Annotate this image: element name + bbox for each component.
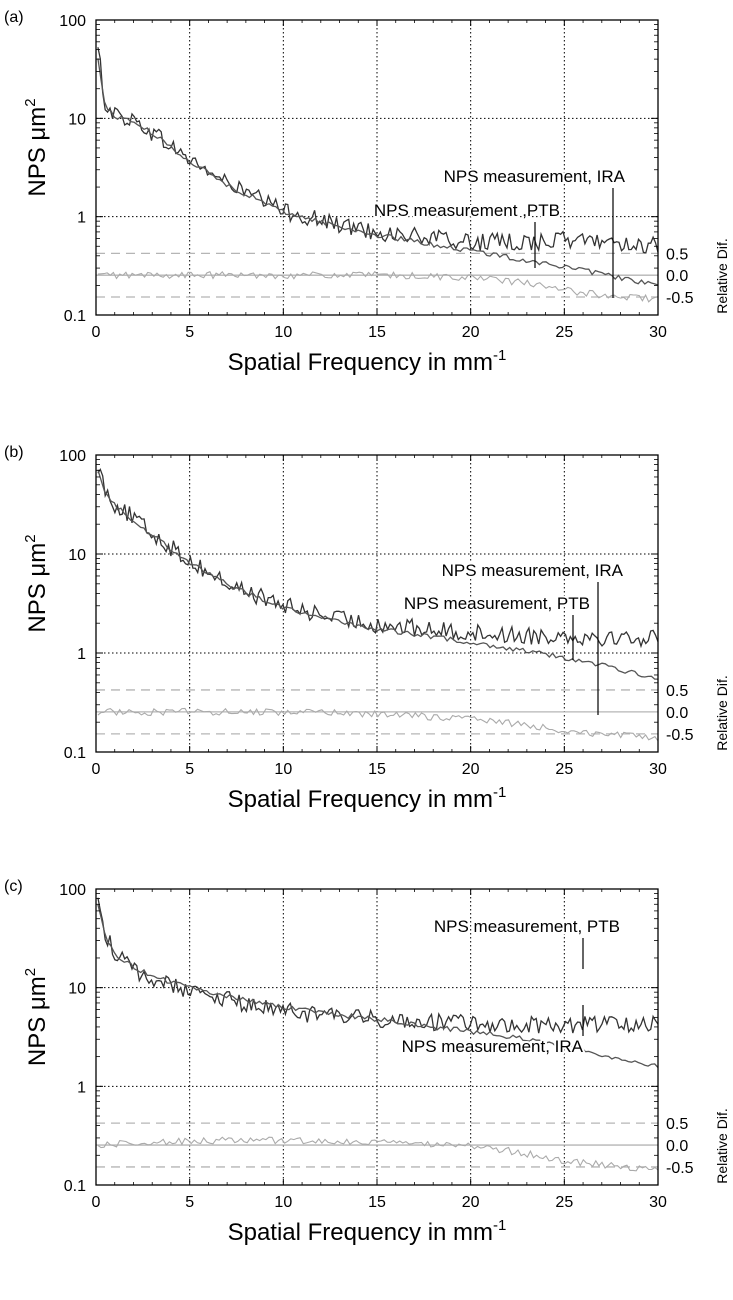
x-tick-label: 30 xyxy=(649,324,667,341)
x-tick-label: 10 xyxy=(274,1194,292,1211)
y-axis-label: NPS μm2 xyxy=(22,98,51,196)
y2-tick-label: 0.0 xyxy=(666,705,688,722)
x-axis-label: Spatial Frequency in mm-1 xyxy=(228,1217,507,1246)
y-tick-label: 10 xyxy=(68,547,86,564)
y-axis-label-sup: 2 xyxy=(22,968,39,976)
x-tick-label: 15 xyxy=(368,1194,386,1211)
x-tick-label: 20 xyxy=(462,324,480,341)
y2-tick-label: 0.0 xyxy=(666,268,688,285)
panel-label: (b) xyxy=(4,444,24,461)
series-line-relative-dif- xyxy=(97,1136,659,1172)
x-tick-label: 15 xyxy=(368,761,386,778)
series-line-ptb xyxy=(97,469,658,680)
y-tick-label: 100 xyxy=(59,13,86,30)
y2-axis-label: Relative Dif. xyxy=(714,238,730,313)
x-tick-label: 0 xyxy=(92,761,101,778)
x-axis-label-text: Spatial Frequency in mm xyxy=(228,349,493,376)
x-axis-label-sup: -1 xyxy=(493,1217,506,1234)
y-tick-label: 100 xyxy=(59,448,86,465)
y2-tick-label: -0.5 xyxy=(666,290,694,307)
y-axis-label-text: NPS μm xyxy=(24,976,51,1066)
y-tick-label: 1 xyxy=(77,210,86,227)
y-axis-label-text: NPS μm xyxy=(24,543,51,633)
x-tick-label: 0 xyxy=(92,1194,101,1211)
series-annotation: NPS measurement, IRA xyxy=(442,561,624,580)
x-axis-label-sup: -1 xyxy=(493,784,506,801)
y-axis-label: NPS μm2 xyxy=(22,968,51,1066)
panel-label: (a) xyxy=(4,9,24,26)
y-tick-label: 10 xyxy=(68,981,86,998)
x-tick-label: 15 xyxy=(368,324,386,341)
y-tick-label: 10 xyxy=(68,111,86,128)
y2-tick-label: 0.5 xyxy=(666,246,688,263)
series-line-ira xyxy=(97,47,659,254)
y2-tick-label: 0.5 xyxy=(666,1116,688,1133)
series-line-relative-dif- xyxy=(97,707,659,742)
x-tick-label: 20 xyxy=(462,761,480,778)
y-tick-label: 0.1 xyxy=(64,1178,86,1195)
y2-axis-label: Relative Dif. xyxy=(714,1108,730,1183)
x-axis-label: Spatial Frequency in mm-1 xyxy=(228,784,507,813)
y2-tick-label: -0.5 xyxy=(666,727,694,744)
x-tick-label: 5 xyxy=(185,324,194,341)
series-annotation: NPS measurement, PTB xyxy=(404,594,590,613)
y-axis-label: NPS μm2 xyxy=(22,534,51,632)
series-annotation: NPS measurement, IRA xyxy=(444,167,626,186)
x-axis-label-text: Spatial Frequency in mm xyxy=(228,1219,493,1246)
panel-label: (c) xyxy=(4,878,23,895)
series-annotation: NPS measurement ,PTB xyxy=(374,201,560,220)
series-line-ira xyxy=(97,467,659,649)
x-tick-label: 10 xyxy=(274,761,292,778)
x-tick-label: 5 xyxy=(185,1194,194,1211)
x-tick-label: 5 xyxy=(185,761,194,778)
series-line-ptb xyxy=(97,897,659,1034)
y-tick-label: 100 xyxy=(59,882,86,899)
x-tick-label: 30 xyxy=(649,1194,667,1211)
y-tick-label: 0.1 xyxy=(64,308,86,325)
y2-tick-label: 0.0 xyxy=(666,1138,688,1155)
x-tick-label: 25 xyxy=(555,761,573,778)
x-tick-label: 0 xyxy=(92,324,101,341)
x-tick-label: 25 xyxy=(555,324,573,341)
y-axis-label-text: NPS μm xyxy=(24,107,51,197)
series-line-ira xyxy=(97,904,659,1068)
y2-tick-label: 0.5 xyxy=(666,683,688,700)
y-tick-label: 1 xyxy=(77,1079,86,1096)
series-line-ptb xyxy=(97,58,659,286)
y2-tick-label: -0.5 xyxy=(666,1160,694,1177)
x-tick-label: 25 xyxy=(555,1194,573,1211)
chart-panel-c: 0 5 10 15 20 25 30 100 10 1 0.1 0.5 0.0 -0.5 Relative … xyxy=(4,878,730,1246)
chart-panel-b: 0 5 10 15 20 25 30 100 10 1 0.1 0.5 0.0 -0.5 Relative … xyxy=(4,444,730,813)
series-annotation: NPS measurement, IRA xyxy=(402,1037,584,1056)
x-tick-label: 20 xyxy=(462,1194,480,1211)
x-axis-label-text: Spatial Frequency in mm xyxy=(228,786,493,813)
y-tick-label: 0.1 xyxy=(64,745,86,762)
y-axis-label-sup: 2 xyxy=(22,534,39,542)
y2-axis-label: Relative Dif. xyxy=(714,675,730,750)
series-line-relative-dif- xyxy=(97,270,659,303)
y-axis-label-sup: 2 xyxy=(22,98,39,106)
x-axis-label-sup: -1 xyxy=(493,347,506,364)
x-axis-label: Spatial Frequency in mm-1 xyxy=(228,347,507,376)
chart-panel-a: 0 5 10 15 20 25 30 100 10 1 0.1 0.5 0.0 -0.5 Relative … xyxy=(4,9,730,376)
x-tick-label: 10 xyxy=(274,324,292,341)
y-tick-label: 1 xyxy=(77,646,86,663)
x-tick-label: 30 xyxy=(649,761,667,778)
series-annotation: NPS measurement, PTB xyxy=(434,917,620,936)
